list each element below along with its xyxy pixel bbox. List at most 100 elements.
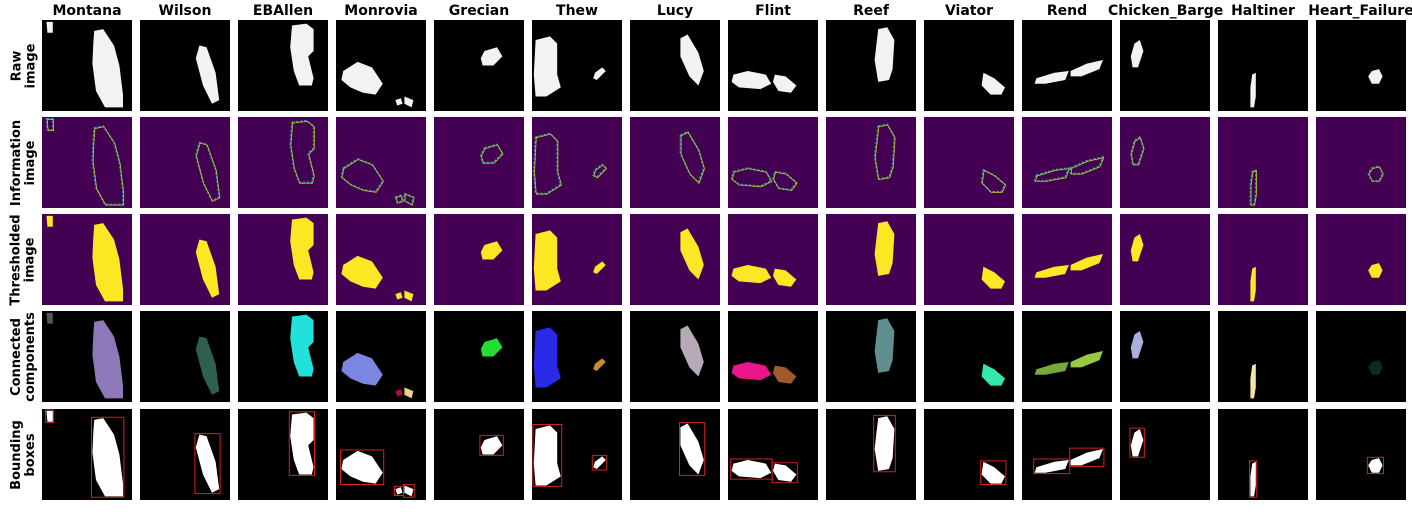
row-label-line: boxes bbox=[23, 432, 39, 477]
thresh-panel-rend bbox=[1022, 214, 1112, 305]
component-blob bbox=[92, 320, 123, 399]
threshold-blob bbox=[593, 261, 606, 275]
bbox-panel-thew bbox=[532, 409, 622, 500]
info-panel-viator bbox=[924, 117, 1014, 208]
cc-image-rend bbox=[1034, 351, 1103, 375]
raw-blob bbox=[92, 29, 123, 108]
bbox-blob bbox=[1034, 459, 1069, 473]
raw-panel-flint bbox=[728, 20, 818, 111]
bounding-box bbox=[289, 412, 314, 476]
column-title-viator: Viator bbox=[944, 3, 994, 19]
info-image-rend bbox=[1033, 156, 1105, 182]
threshold-blob bbox=[1034, 264, 1069, 278]
raw-image-rend bbox=[1034, 60, 1103, 84]
info-panel-wilson bbox=[140, 117, 230, 208]
bbox-blob bbox=[773, 463, 797, 482]
thresh-image-eballen bbox=[290, 217, 314, 280]
raw-panel-heart-failure bbox=[1316, 20, 1406, 111]
bbox-image-reef bbox=[826, 409, 916, 500]
bounding-box bbox=[874, 415, 896, 471]
info-panel-rend bbox=[1022, 117, 1112, 208]
column-title-chicken-barge: Chicken_Barge bbox=[1108, 3, 1224, 19]
cc-image-viator bbox=[981, 363, 1005, 386]
info-edge-highlight bbox=[481, 144, 504, 164]
thresh-panel-flint bbox=[728, 214, 818, 305]
bbox-image-wilson bbox=[140, 409, 230, 500]
info-texture bbox=[1033, 167, 1070, 182]
component-blob bbox=[981, 363, 1005, 386]
bounding-box bbox=[680, 423, 705, 476]
bbox-panel-chicken-barge bbox=[1120, 409, 1210, 500]
component-blob bbox=[1130, 331, 1144, 359]
bounding-box bbox=[404, 485, 415, 498]
bbox-blob bbox=[1130, 429, 1144, 457]
raw-panel-viator bbox=[924, 20, 1014, 111]
thresh-panel-reef bbox=[826, 214, 916, 305]
row-label-info: Information image bbox=[4, 117, 44, 208]
cc-panel-rend bbox=[1022, 311, 1112, 402]
info-edge-highlight bbox=[1131, 137, 1145, 166]
thresh-panel-chicken-barge bbox=[1120, 214, 1210, 305]
threshold-blob bbox=[46, 215, 53, 227]
info-panel-haltiner bbox=[1218, 117, 1308, 208]
info-texture bbox=[45, 118, 54, 131]
info-edge-highlight bbox=[341, 159, 384, 193]
thresh-panel-monrovia bbox=[336, 214, 426, 305]
raw-panel-thew bbox=[532, 20, 622, 111]
raw-panel-lucy bbox=[630, 20, 720, 111]
info-texture bbox=[730, 167, 773, 187]
raw-blob bbox=[290, 23, 314, 86]
bbox-image-montana bbox=[42, 409, 132, 500]
bounding-box bbox=[772, 463, 797, 483]
info-image-flint bbox=[730, 167, 798, 191]
thresh-image-thew bbox=[533, 230, 606, 291]
cc-panel-monrovia bbox=[336, 311, 426, 402]
info-edge-highlight bbox=[874, 124, 896, 181]
info-image-viator bbox=[980, 168, 1007, 193]
component-blob bbox=[290, 314, 314, 377]
raw-image-flint bbox=[731, 70, 797, 93]
raw-blob bbox=[1070, 60, 1103, 77]
raw-blob bbox=[1034, 70, 1069, 84]
cc-image-chicken-barge bbox=[1130, 331, 1144, 359]
column-title-heart-failure: Heart_Failure bbox=[1308, 3, 1412, 19]
bbox-image-heart-failure bbox=[1316, 409, 1406, 500]
column-title-rend: Rend bbox=[1046, 3, 1088, 19]
component-blob bbox=[404, 387, 414, 399]
column-title-monrovia: Monrovia bbox=[344, 3, 418, 19]
cc-panel-eballen bbox=[238, 311, 328, 402]
info-panel-chicken-barge bbox=[1120, 117, 1210, 208]
component-blob bbox=[773, 365, 797, 384]
raw-blob bbox=[404, 96, 414, 108]
thresh-image-lucy bbox=[680, 228, 704, 280]
raw-blob bbox=[593, 67, 606, 81]
raw-image-chicken-barge bbox=[1130, 40, 1144, 68]
component-blob bbox=[1070, 351, 1103, 368]
threshold-blob bbox=[1368, 263, 1383, 278]
info-texture bbox=[195, 141, 220, 202]
info-texture bbox=[1249, 168, 1257, 206]
info-panel-monrovia bbox=[336, 117, 426, 208]
thresh-panel-grecian bbox=[434, 214, 524, 305]
bbox-panel-rend bbox=[1022, 409, 1112, 500]
threshold-blob bbox=[290, 217, 314, 280]
bbox-blob bbox=[874, 416, 895, 471]
bbox-image-monrovia bbox=[336, 409, 426, 500]
cc-panel-wilson bbox=[140, 311, 230, 402]
row-label-bbox: Bounding boxes bbox=[4, 409, 44, 500]
cc-panel-viator bbox=[924, 311, 1014, 402]
bbox-blob bbox=[680, 423, 704, 475]
bbox-image-flint bbox=[728, 409, 818, 500]
info-texture bbox=[592, 163, 607, 178]
bbox-blob bbox=[731, 459, 772, 479]
bounding-box bbox=[1250, 461, 1257, 497]
threshold-blob bbox=[404, 290, 414, 302]
thresh-image-flint bbox=[731, 264, 797, 287]
cc-image-reef bbox=[874, 318, 895, 373]
bbox-blob bbox=[981, 461, 1005, 484]
thresh-image-haltiner bbox=[1250, 266, 1256, 302]
cc-panel-montana bbox=[42, 311, 132, 402]
raw-blob bbox=[195, 45, 220, 104]
info-image-montana bbox=[45, 118, 125, 206]
raw-blob bbox=[1368, 69, 1383, 84]
